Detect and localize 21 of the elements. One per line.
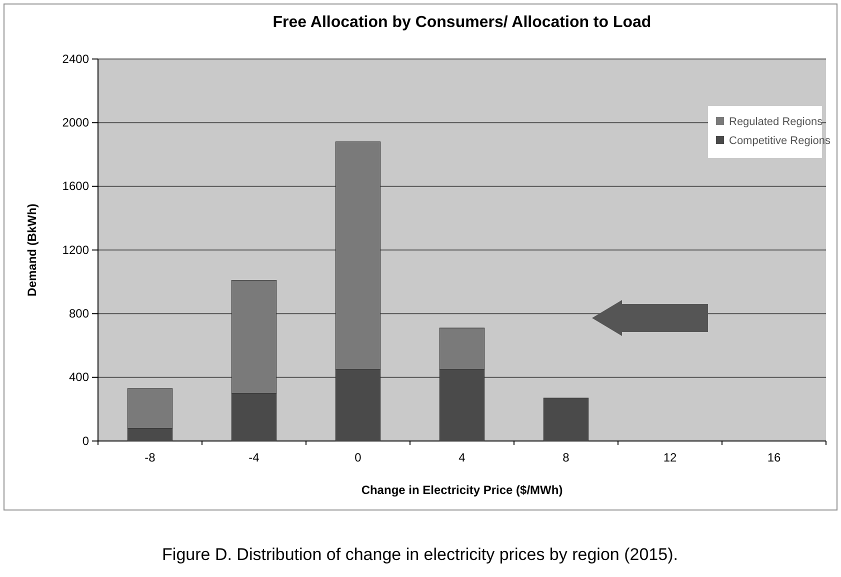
chart-title: Free Allocation by Consumers/ Allocation to Load: [272, 14, 652, 31]
x-tick-label: 16: [767, 450, 781, 465]
x-tick-label: 4: [458, 450, 466, 465]
text: Figure D. Distribution of change in electricity prices by region (2015).: [162, 545, 678, 564]
y-tick-label: 1200: [62, 242, 90, 257]
y-tick-label: 400: [68, 370, 90, 384]
y-tick-label: 1600: [62, 179, 90, 194]
y-tick-label: 800: [68, 306, 90, 321]
x-tick-label: -8: [144, 450, 156, 465]
x-tick-label: 0: [354, 450, 362, 465]
x-tick-label: -4: [248, 450, 260, 465]
x-axis-title: Change in Electricity Price ($/MWh): [361, 483, 563, 497]
x-tick-label: 8: [562, 450, 570, 465]
legend-label: Regulated Regions: [729, 116, 824, 128]
legend-label: Competitive Regions: [729, 135, 831, 147]
y-tick-label: 2000: [62, 116, 90, 130]
x-tick-label: 12: [663, 450, 677, 465]
y-tick-label: 0: [82, 434, 90, 448]
bar: [543, 398, 589, 442]
y-tick-label: 2400: [62, 52, 90, 66]
y-axis-title: Demand (BkWh): [25, 204, 39, 296]
